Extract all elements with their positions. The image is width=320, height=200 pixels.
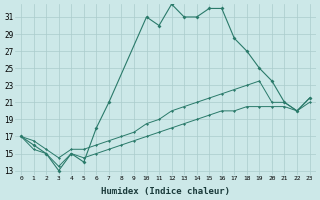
X-axis label: Humidex (Indice chaleur): Humidex (Indice chaleur) [101,187,230,196]
